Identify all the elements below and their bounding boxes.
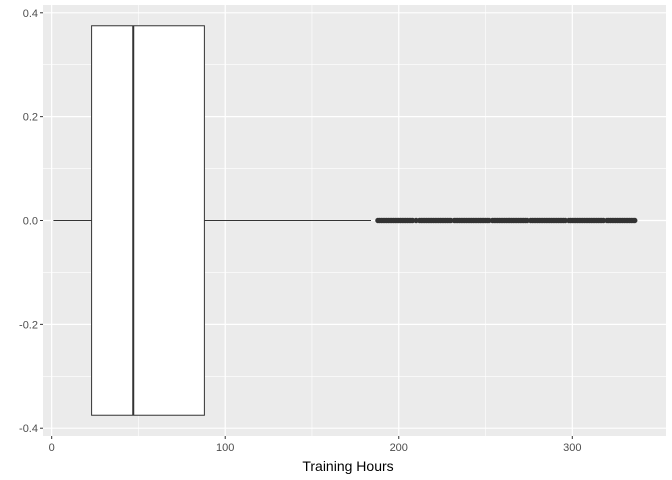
x-axis: 0 100 200 300 <box>49 436 581 454</box>
y-tick-label: 0.2 <box>23 112 38 124</box>
y-axis: -0.4 -0.2 0.0 0.2 0.4 <box>19 8 43 435</box>
y-tick-label: -0.2 <box>19 319 38 331</box>
y-tick-label: 0.4 <box>23 8 38 20</box>
x-axis-title: Training Hours <box>302 458 393 474</box>
x-tick-label: 300 <box>563 442 581 454</box>
outlier-points <box>375 217 638 224</box>
boxplot-marks <box>53 25 371 416</box>
x-tick-label: 0 <box>49 442 55 454</box>
x-tick-label: 200 <box>390 442 408 454</box>
y-tick-label: 0.0 <box>23 216 38 228</box>
outlier-point <box>632 217 638 224</box>
x-tick-label: 100 <box>216 442 234 454</box>
iqr-box <box>91 25 205 416</box>
y-tick-label: -0.4 <box>19 423 38 435</box>
